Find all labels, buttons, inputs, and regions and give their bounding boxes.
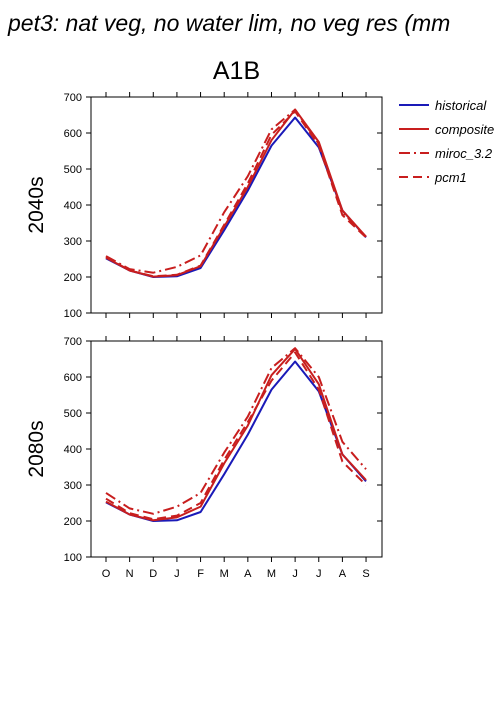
series-line-historical [105, 116, 367, 278]
y-axis-label: 2040s [25, 176, 48, 233]
y-tick-label: 600 [64, 128, 82, 140]
y-tick-label: 200 [64, 272, 82, 284]
x-tick-label: J [174, 568, 180, 580]
y-tick-label: 500 [64, 164, 82, 176]
x-tick-label: S [362, 568, 369, 580]
x-tick-label: A [339, 568, 347, 580]
x-tick-label: D [149, 568, 157, 580]
y-tick-label: 200 [64, 516, 82, 528]
panel-1: 100 200 300 400 500 600 700 A1B 2040s [25, 57, 383, 320]
legend-label: pcm1 [434, 170, 467, 185]
plot-frame [90, 340, 383, 558]
series-line-composite [105, 347, 367, 522]
y-tick-label: 300 [64, 236, 82, 248]
y-tick-label: 400 [64, 444, 82, 456]
panel-2: 100 200 300 400 500 600 700 O N D J F M A M J J A S 2080s [25, 336, 383, 580]
x-tick-label: M [220, 568, 229, 580]
x-tick-label: M [267, 568, 276, 580]
y-tick-label: 400 [64, 200, 82, 212]
y-tick-label: 700 [64, 336, 82, 348]
series-line-miroc-3-2 [105, 347, 367, 515]
y-tick-label: 500 [64, 408, 82, 420]
y-tick-label: 100 [64, 308, 82, 320]
legend: historical composite miroc_3.2 pcm1 [399, 98, 494, 185]
x-tick-label: O [102, 568, 111, 580]
y-axis-label: 2080s [25, 420, 48, 477]
x-tick-label: N [126, 568, 134, 580]
series-line-pcm1 [105, 351, 367, 521]
x-tick-label: J [292, 568, 298, 580]
panel-title: A1B [213, 57, 260, 85]
y-tick-label: 100 [64, 552, 82, 564]
x-tick-label: F [197, 568, 204, 580]
y-tick-label: 300 [64, 480, 82, 492]
x-tick-label: A [244, 568, 252, 580]
x-tick-label: J [316, 568, 322, 580]
page-title: pet3: nat veg, no water lim, no veg res … [8, 10, 451, 36]
y-tick-label: 700 [64, 92, 82, 104]
legend-label: composite [435, 122, 494, 137]
series-line-pcm1 [105, 110, 367, 278]
legend-label: miroc_3.2 [435, 146, 493, 161]
legend-label: historical [435, 98, 487, 113]
y-tick-label: 600 [64, 372, 82, 384]
series-line-miroc-3-2 [105, 108, 367, 274]
